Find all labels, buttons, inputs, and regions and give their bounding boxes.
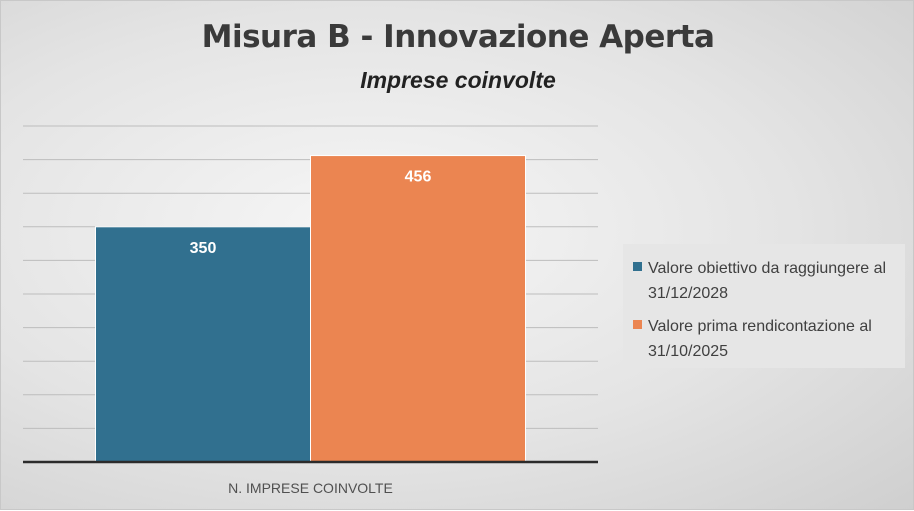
x-tick-label: N. IMPRESE COINVOLTE — [228, 480, 393, 496]
chart-title: Misura B - Innovazione Aperta — [201, 19, 715, 55]
bar-series-2 — [310, 155, 526, 463]
bar-series-1 — [95, 226, 311, 463]
legend: Valore obiettivo da raggiungere al 31/12… — [623, 244, 905, 368]
legend-item-series-2: Valore prima rendicontazione al 31/10/20… — [633, 314, 895, 364]
legend-label-series-2: Valore prima rendicontazione al 31/10/20… — [648, 318, 872, 360]
data-label-series-1: 350 — [190, 240, 217, 257]
data-label-series-2: 456 — [405, 169, 432, 186]
legend-label-series-1: Valore obiettivo da raggiungere al 31/12… — [648, 260, 887, 302]
chart-subtitle: Imprese coinvolte — [360, 67, 556, 93]
legend-item-series-1: Valore obiettivo da raggiungere al 31/12… — [633, 256, 895, 306]
legend-swatch-series-1 — [633, 262, 642, 271]
legend-swatch-series-2 — [633, 320, 642, 329]
